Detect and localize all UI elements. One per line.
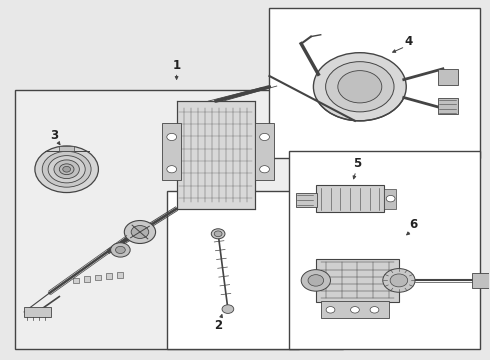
Bar xyxy=(438,69,458,85)
Circle shape xyxy=(111,243,130,257)
Circle shape xyxy=(131,226,149,238)
Bar xyxy=(472,273,490,288)
Circle shape xyxy=(326,307,335,313)
Circle shape xyxy=(54,160,79,179)
Polygon shape xyxy=(176,101,255,209)
Text: 3: 3 xyxy=(50,129,58,142)
Bar xyxy=(74,278,79,283)
Circle shape xyxy=(386,195,395,202)
Circle shape xyxy=(326,62,394,112)
Circle shape xyxy=(350,307,359,313)
Circle shape xyxy=(48,156,85,183)
Bar xyxy=(59,146,74,150)
Circle shape xyxy=(167,134,176,140)
Bar xyxy=(118,272,123,278)
Circle shape xyxy=(63,166,71,172)
Bar xyxy=(162,123,181,180)
Bar xyxy=(270,8,480,158)
Circle shape xyxy=(42,151,91,187)
Circle shape xyxy=(301,270,331,291)
Circle shape xyxy=(59,164,74,175)
Text: 6: 6 xyxy=(410,218,417,231)
Circle shape xyxy=(260,166,270,173)
Bar xyxy=(84,276,90,282)
Bar xyxy=(438,98,458,114)
Circle shape xyxy=(35,146,98,193)
Bar xyxy=(96,275,101,280)
Bar xyxy=(316,259,399,302)
Bar xyxy=(289,151,480,348)
Bar xyxy=(321,301,389,318)
Circle shape xyxy=(124,221,156,243)
Bar xyxy=(296,193,317,207)
Circle shape xyxy=(214,231,222,237)
Text: 5: 5 xyxy=(353,157,362,170)
Circle shape xyxy=(390,274,408,287)
Circle shape xyxy=(314,53,406,121)
Circle shape xyxy=(338,71,382,103)
Circle shape xyxy=(167,166,176,173)
Circle shape xyxy=(370,307,379,313)
Circle shape xyxy=(308,275,324,286)
Circle shape xyxy=(383,269,415,292)
Circle shape xyxy=(222,305,234,314)
Bar xyxy=(106,273,112,279)
Bar xyxy=(255,123,274,180)
Bar xyxy=(15,90,343,348)
Text: 4: 4 xyxy=(405,35,413,49)
Circle shape xyxy=(211,229,225,239)
Bar xyxy=(167,191,299,348)
Circle shape xyxy=(116,246,125,253)
Text: 1: 1 xyxy=(172,59,181,72)
Bar xyxy=(384,189,396,209)
Bar xyxy=(316,185,384,212)
Bar xyxy=(24,307,51,317)
Circle shape xyxy=(260,134,270,140)
Text: 2: 2 xyxy=(214,319,222,332)
